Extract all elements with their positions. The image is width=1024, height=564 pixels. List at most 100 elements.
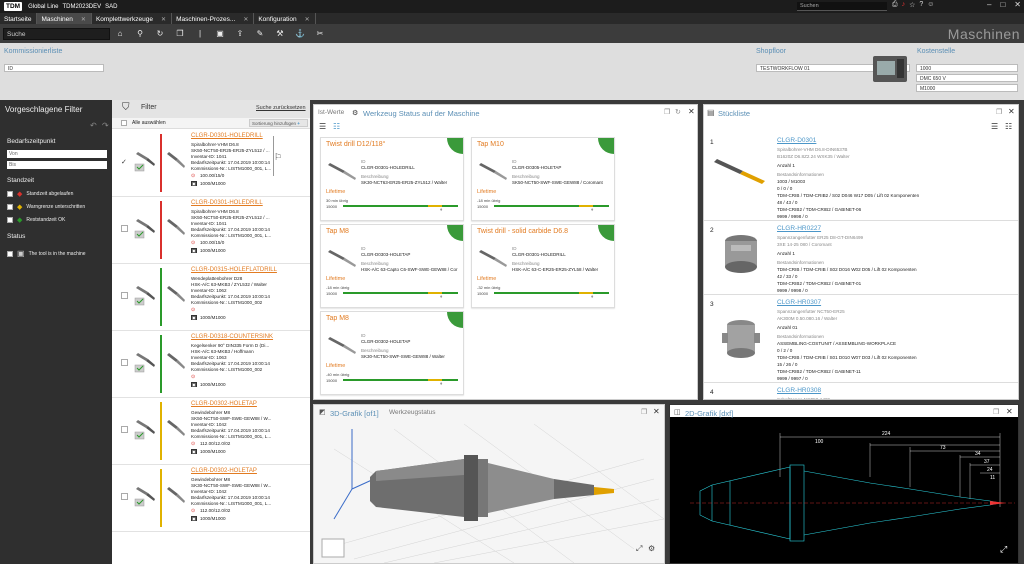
legend-expired[interactable]: ◆ Standzeit abgelaufen [7,190,73,198]
refresh-panel-icon[interactable]: ↻ [675,109,681,116]
close-panel-icon[interactable]: ✕ [653,407,660,416]
copy-panel-icon[interactable]: ❐ [993,409,1000,416]
copy-icon[interactable]: ❐ [176,29,184,38]
help-icon[interactable]: ? [919,1,924,8]
tab-konfiguration[interactable]: Konfiguration ✕ [254,13,316,24]
status-in-machine[interactable]: ▣ The tool is in the machine [7,249,86,258]
tool-name-link[interactable]: CLGR-D0315-HOLEFLATDRILL [191,267,277,273]
print-icon[interactable]: ⎙ [892,1,898,8]
grid-view-icon[interactable]: ☷ [1005,122,1013,131]
tool-status-card[interactable]: Twist drill - solid carbide D6.8 ID CLGR… [471,224,615,308]
machine-name-field: DMC 650 V [916,74,1018,82]
reset-search-link[interactable]: Suche zurücksetzen [256,105,306,111]
copy-panel-icon[interactable]: ❐ [641,409,648,416]
tool-remove-icon[interactable]: ✂ [316,29,324,38]
tool-spec: HSK-A/C 63-MKB3 / ZYL532 / Walter [191,282,267,287]
bis-input[interactable]: Bis [7,161,107,169]
tab-ist-werte[interactable]: Ist-Werte [318,109,345,116]
shopfloor-label: Shopfloor [756,48,786,55]
row-checkbox[interactable] [121,292,128,299]
tool-status-card[interactable]: Tap M8 ID CLGR-D0303-HOLETAP Beschreibun… [320,224,464,308]
row-checkbox[interactable]: ✓ [121,159,127,166]
tab-startseite[interactable]: Startseite [0,13,38,24]
list-view-icon[interactable]: ☰ [991,122,999,131]
copy-panel-icon[interactable]: ❐ [664,109,671,116]
tool-insert-icon[interactable]: ⚒ [276,29,284,38]
redo-icon[interactable]: ↷ [102,121,109,130]
2d-drawing[interactable]: 224 100 73 34 37 24 11 [670,417,1018,563]
row-checkbox[interactable] [121,359,128,366]
close-tab-icon[interactable]: ✕ [243,16,249,23]
tool-icon[interactable]: ✎ [256,29,264,38]
tool-list-row[interactable]: CLGR-D0302-HOLETAP Gewindebohrer M8 SK30… [112,465,310,532]
maximize-icon[interactable]: □ [1000,0,1006,9]
tool-status-card[interactable]: Tap M10 ID CLGR-D0305-HOLETAP Beschreibu… [471,137,615,221]
tab-werkzeugstatus[interactable]: Werkzeugstatus [389,409,436,416]
tool-list-row[interactable]: CLGR-D0301-HOLEDRILL Spiralbohrer-VHM D6… [112,197,310,264]
tab-komplettwerkzeuge[interactable]: Komplettwerkzeuge ✕ [92,13,173,24]
tool-commission: Kommissions-Nr.: LISTM1000_002 [191,300,263,305]
legend-ok[interactable]: ◆ Reststandzeit OK [7,216,65,224]
user-icon[interactable]: ☺ [927,1,935,8]
home-icon[interactable]: ⌂ [117,29,123,38]
settings-icon[interactable]: ⚙ [648,544,656,553]
3d-tool-model[interactable] [314,419,664,563]
row-checkbox[interactable] [121,426,128,433]
machine-icon[interactable]: ▣ [216,29,224,38]
item-name-link[interactable]: CLGR-D0301 [777,137,817,144]
tool-measure-icon[interactable]: ⚓ [295,29,305,38]
add-sort-button[interactable]: Sortierung hinzufügen + [249,119,308,127]
tool-status-card[interactable]: Tap M8 ID CLGR-D0302-HOLETAP Beschreibun… [320,311,464,395]
close-tab-icon[interactable]: ✕ [80,16,86,23]
tool-status-card[interactable]: Twist drill D12/118° ID CLGR-D0301-HOLED… [320,137,464,221]
global-search-input[interactable]: Suchen [797,2,887,11]
tab-maschinen-prozesse[interactable]: Maschinen-Prozes... ✕ [172,13,255,24]
kommission-input[interactable]: ID [4,64,104,72]
tool-list-row[interactable]: CLGR-D0302-HOLETAP Gewindebohrer M8 SK50… [112,398,310,465]
expand-icon[interactable]: ⤢ [636,544,643,553]
upload-icon[interactable]: ⇪ [236,29,244,38]
item-name-link[interactable]: CLGR-HR0227 [777,225,822,232]
tool-name-link[interactable]: CLGR-D0318-COUNTERSINK [191,334,274,340]
item-name-link[interactable]: CLGR-HR0307 [777,299,822,306]
legend-warning[interactable]: ◆ Warngrenze unterschritten [7,203,85,211]
tool-name-link[interactable]: CLGR-D0301-HOLEDRILL [191,133,263,139]
tab-maschinen[interactable]: Maschinen ✕ [37,13,92,24]
tool-name-link[interactable]: CLGR-D0302-HOLETAP [191,401,257,407]
tool-machine: 1000/M1000 [200,248,226,253]
copy-panel-icon[interactable]: ❐ [996,109,1003,116]
minimize-icon[interactable]: – [987,0,992,9]
refresh-icon[interactable]: ↻ [156,29,164,38]
tool-list-row[interactable]: CLGR-D0315-HOLEFLATDRILL Wendeplattenboh… [112,264,310,331]
close-tab-icon[interactable]: ✕ [161,16,167,23]
scale-label: 15000 [477,204,489,209]
item-name-link[interactable]: CLGR-HR0308 [777,387,822,394]
filter-icon[interactable]: ⛉ [122,102,130,113]
2d-icon: ◫ [674,409,681,416]
search-input[interactable]: Suche [3,27,110,40]
tree-icon[interactable]: ⚲ [137,29,143,38]
bell-icon[interactable]: ♪ [901,1,906,8]
list-view-icon[interactable]: ☰ [319,122,327,131]
tool-name-link[interactable]: CLGR-D0301-HOLEDRILL [191,200,263,206]
expand-icon[interactable]: ⤢ [1000,544,1008,554]
von-input[interactable]: Von [7,150,107,158]
row-checkbox[interactable] [121,225,128,232]
tool-list-row[interactable]: ✓ CLGR-D0301-HOLEDRILL Spiralbohrer-VHM … [112,130,310,197]
close-panel-icon[interactable]: ✕ [688,107,695,116]
close-panel-icon[interactable]: ✕ [1006,407,1013,416]
star-icon[interactable]: ☆ [909,2,916,9]
close-window-icon[interactable]: ✕ [1014,0,1021,9]
tool-name-link[interactable]: CLGR-D0302-HOLETAP [191,468,257,474]
kostenstelle-input[interactable]: 1000 [916,64,1018,72]
row-checkbox[interactable] [121,493,128,500]
close-panel-icon[interactable]: ✕ [1008,107,1015,116]
shopfloor-input[interactable]: TESTWORKFLOW 01 [756,64,910,72]
close-tab-icon[interactable]: ✕ [304,16,310,23]
view-cube[interactable] [321,538,345,558]
select-all-checkbox[interactable] [121,120,127,126]
tool-list-row[interactable]: CLGR-D0318-COUNTERSINK Kegelsenker 90° D… [112,331,310,398]
undo-icon[interactable]: ↶ [90,121,97,130]
life-icon: ⊙ [191,508,196,514]
grid-view-icon[interactable]: ☷ [333,122,341,131]
